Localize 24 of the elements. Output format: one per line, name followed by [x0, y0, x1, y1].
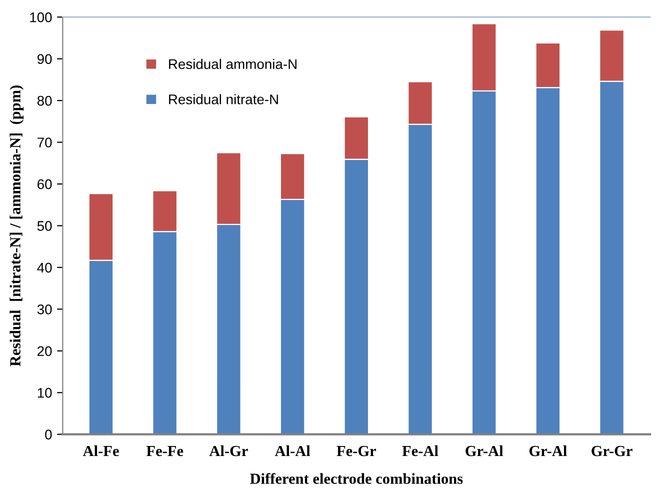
y-tick-label: 50 — [37, 221, 52, 231]
y-tick-label: 100 — [30, 12, 52, 22]
x-tick-label: Fe-Gr — [336, 446, 376, 456]
legend-label: Residual nitrate-N — [169, 94, 278, 104]
x-tick-label: Al-Al — [274, 445, 310, 456]
x-tick-label: Al-Fe — [82, 445, 119, 456]
x-tick-label: Gr-Gr — [592, 446, 632, 456]
y-tick-label: 20 — [38, 346, 52, 356]
x-axis-title: Different electrode combinations — [250, 473, 463, 484]
x-tick-label: Al-Gr — [209, 445, 248, 456]
y-tick-label: 90 — [37, 54, 52, 64]
x-tick-label: Gr-Al — [466, 445, 504, 456]
x-tick-label: Fe-Al — [402, 445, 438, 456]
x-tick-label: Fe-Fe — [146, 446, 184, 456]
y-tick-label: 0 — [45, 430, 52, 440]
y-tick-label: 70 — [38, 138, 52, 148]
y-axis-title: Residual [nitrate-N] / [ammonia-N] (ppm) — [10, 85, 24, 366]
y-tick-label: 30 — [37, 304, 52, 314]
y-tick-label: 80 — [37, 96, 52, 106]
y-tick-label: 60 — [38, 179, 52, 190]
x-tick-label: Gr-Al — [529, 445, 567, 456]
y-tick-label: 10 — [38, 388, 52, 398]
legend-label: Residual ammonia-N — [169, 58, 296, 70]
y-tick-label: 40 — [37, 262, 52, 273]
